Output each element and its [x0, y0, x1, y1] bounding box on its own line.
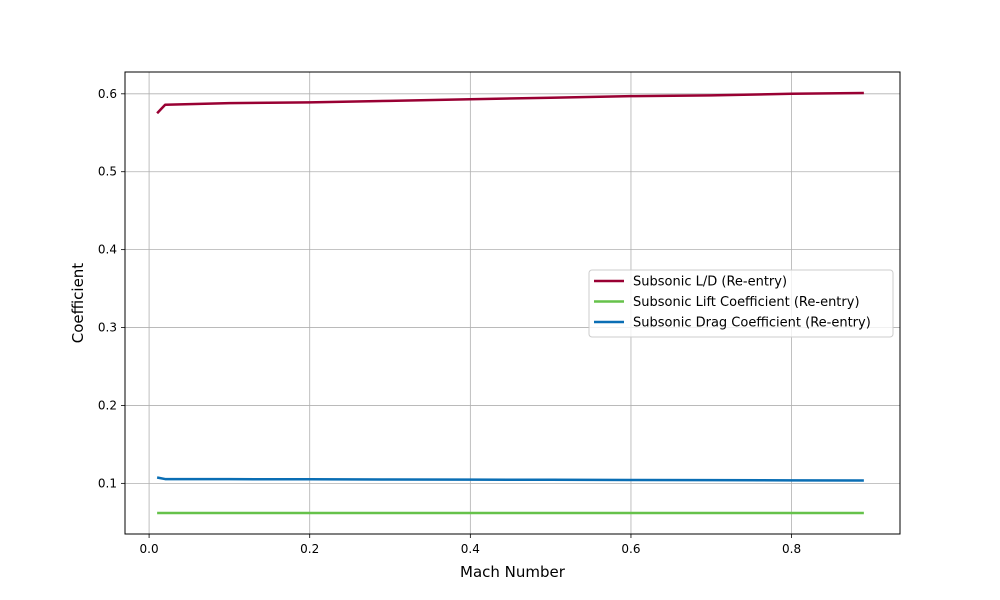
x-axis-label: Mach Number: [460, 563, 566, 581]
y-tick-label: 0.4: [98, 243, 117, 257]
series-line-drag: [156, 476, 864, 482]
legend-label-ld: Subsonic L/D (Re-entry): [633, 275, 787, 290]
y-tick-label: 0.6: [98, 87, 117, 101]
x-tick-label: 0.0: [140, 542, 159, 556]
x-tick-label: 0.2: [300, 542, 319, 556]
y-tick-label: 0.3: [98, 321, 117, 335]
legend-label-lift: Subsonic Lift Coefficient (Re-entry): [633, 295, 860, 310]
y-tick-label: 0.2: [98, 398, 117, 412]
x-tick-label: 0.8: [782, 542, 801, 556]
axis-ticks: 0.0 0.2 0.4 0.6 0.8 0.1 0.2 0.3 0.4 0.5 0.6: [98, 87, 801, 556]
legend: Subsonic L/D (Re-entry) Subsonic Lift Co…: [588, 269, 894, 338]
legend-label-drag: Subsonic Drag Coefficient (Re-entry): [633, 316, 871, 331]
x-tick-label: 0.6: [621, 542, 640, 556]
plot-frame: [124, 71, 901, 535]
series-line-ld: [156, 91, 864, 115]
series-lines: [156, 91, 864, 515]
y-tick-label: 0.5: [98, 165, 117, 179]
legend-box: [588, 269, 894, 338]
y-tick-label: 0.1: [98, 476, 117, 490]
x-tick-label: 0.4: [461, 542, 480, 556]
y-axis-label: Coefficient: [69, 263, 87, 344]
